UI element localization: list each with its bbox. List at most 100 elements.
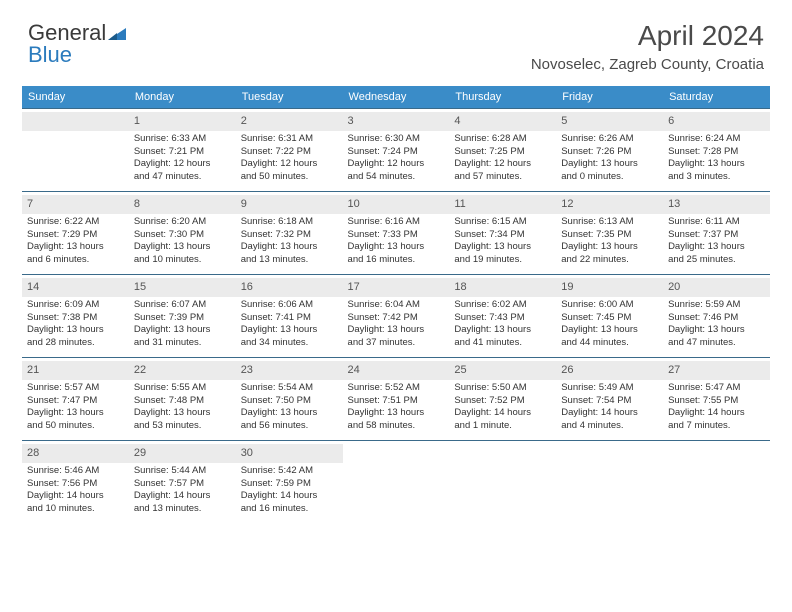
sunrise-text: Sunrise: 6:20 AM	[134, 216, 231, 229]
daylight-text-1: Daylight: 13 hours	[454, 324, 551, 337]
day-cell: 14Sunrise: 6:09 AMSunset: 7:38 PMDayligh…	[22, 275, 129, 357]
week-row: 14Sunrise: 6:09 AMSunset: 7:38 PMDayligh…	[22, 274, 770, 357]
sunset-text: Sunset: 7:48 PM	[134, 395, 231, 408]
sunset-text: Sunset: 7:21 PM	[134, 146, 231, 159]
day-cell: 26Sunrise: 5:49 AMSunset: 7:54 PMDayligh…	[556, 358, 663, 440]
day-header-row: SundayMondayTuesdayWednesdayThursdayFrid…	[22, 86, 770, 108]
logo-triangle-icon	[108, 22, 126, 44]
sunrise-text: Sunrise: 5:47 AM	[668, 382, 765, 395]
day-cell: 6Sunrise: 6:24 AMSunset: 7:28 PMDaylight…	[663, 109, 770, 191]
daylight-text-2: and 31 minutes.	[134, 337, 231, 350]
day-number: 17	[343, 278, 450, 297]
daylight-text-1: Daylight: 13 hours	[134, 324, 231, 337]
day-cell: 12Sunrise: 6:13 AMSunset: 7:35 PMDayligh…	[556, 192, 663, 274]
day-cell: 13Sunrise: 6:11 AMSunset: 7:37 PMDayligh…	[663, 192, 770, 274]
daylight-text-2: and 50 minutes.	[27, 420, 124, 433]
sunset-text: Sunset: 7:24 PM	[348, 146, 445, 159]
daylight-text-2: and 53 minutes.	[134, 420, 231, 433]
sunset-text: Sunset: 7:41 PM	[241, 312, 338, 325]
sunrise-text: Sunrise: 6:22 AM	[27, 216, 124, 229]
day-cell: 5Sunrise: 6:26 AMSunset: 7:26 PMDaylight…	[556, 109, 663, 191]
daylight-text-2: and 13 minutes.	[241, 254, 338, 267]
sunset-text: Sunset: 7:52 PM	[454, 395, 551, 408]
daylight-text-1: Daylight: 14 hours	[561, 407, 658, 420]
day-cell: 22Sunrise: 5:55 AMSunset: 7:48 PMDayligh…	[129, 358, 236, 440]
daylight-text-1: Daylight: 13 hours	[134, 407, 231, 420]
day-cell: 29Sunrise: 5:44 AMSunset: 7:57 PMDayligh…	[129, 441, 236, 523]
day-number: 30	[236, 444, 343, 463]
sunset-text: Sunset: 7:22 PM	[241, 146, 338, 159]
day-number: 21	[22, 361, 129, 380]
day-cell: 4Sunrise: 6:28 AMSunset: 7:25 PMDaylight…	[449, 109, 556, 191]
daylight-text-1: Daylight: 14 hours	[134, 490, 231, 503]
day-number: 19	[556, 278, 663, 297]
day-cell: 15Sunrise: 6:07 AMSunset: 7:39 PMDayligh…	[129, 275, 236, 357]
day-number: 26	[556, 361, 663, 380]
daylight-text-2: and 47 minutes.	[134, 171, 231, 184]
sunset-text: Sunset: 7:25 PM	[454, 146, 551, 159]
sunrise-text: Sunrise: 5:52 AM	[348, 382, 445, 395]
day-cell: 10Sunrise: 6:16 AMSunset: 7:33 PMDayligh…	[343, 192, 450, 274]
day-cell: 8 Sunrise: 6:20 AMSunset: 7:30 PMDaylight…	[129, 192, 236, 274]
day-number: 11	[449, 195, 556, 214]
daylight-text-2: and 0 minutes.	[561, 171, 658, 184]
sunset-text: Sunset: 7:56 PM	[27, 478, 124, 491]
day-number: 12	[556, 195, 663, 214]
daylight-text-2: and 41 minutes.	[454, 337, 551, 350]
daylight-text-2: and 50 minutes.	[241, 171, 338, 184]
week-row: 1Sunrise: 6:33 AMSunset: 7:21 PMDaylight…	[22, 108, 770, 191]
sunset-text: Sunset: 7:45 PM	[561, 312, 658, 325]
daylight-text-1: Daylight: 12 hours	[134, 158, 231, 171]
sunrise-text: Sunrise: 5:54 AM	[241, 382, 338, 395]
day-number: 14	[22, 278, 129, 297]
day-number: 18	[449, 278, 556, 297]
sunset-text: Sunset: 7:37 PM	[668, 229, 765, 242]
sunrise-text: Sunrise: 6:16 AM	[348, 216, 445, 229]
day-header-monday: Monday	[129, 86, 236, 108]
sunset-text: Sunset: 7:57 PM	[134, 478, 231, 491]
daylight-text-1: Daylight: 13 hours	[241, 241, 338, 254]
daylight-text-2: and 1 minute.	[454, 420, 551, 433]
sunrise-text: Sunrise: 6:30 AM	[348, 133, 445, 146]
sunrise-text: Sunrise: 6:31 AM	[241, 133, 338, 146]
day-number: 10	[343, 195, 450, 214]
location-subtitle: Novoselec, Zagreb County, Croatia	[531, 56, 764, 73]
day-number: 8	[129, 195, 236, 214]
empty-day-bar	[22, 112, 129, 131]
daylight-text-1: Daylight: 13 hours	[241, 407, 338, 420]
daylight-text-1: Daylight: 13 hours	[454, 241, 551, 254]
day-number: 28	[22, 444, 129, 463]
sunrise-text: Sunrise: 6:26 AM	[561, 133, 658, 146]
daylight-text-2: and 22 minutes.	[561, 254, 658, 267]
calendar-grid: SundayMondayTuesdayWednesdayThursdayFrid…	[22, 86, 770, 523]
sunset-text: Sunset: 7:50 PM	[241, 395, 338, 408]
day-header-friday: Friday	[556, 86, 663, 108]
sunset-text: Sunset: 7:59 PM	[241, 478, 338, 491]
day-cell	[663, 441, 770, 523]
day-cell	[343, 441, 450, 523]
week-row: 7Sunrise: 6:22 AMSunset: 7:29 PMDaylight…	[22, 191, 770, 274]
daylight-text-1: Daylight: 13 hours	[561, 324, 658, 337]
daylight-text-1: Daylight: 12 hours	[348, 158, 445, 171]
day-cell: 24Sunrise: 5:52 AMSunset: 7:51 PMDayligh…	[343, 358, 450, 440]
sunset-text: Sunset: 7:30 PM	[134, 229, 231, 242]
day-cell: 17Sunrise: 6:04 AMSunset: 7:42 PMDayligh…	[343, 275, 450, 357]
daylight-text-2: and 6 minutes.	[27, 254, 124, 267]
day-cell	[449, 441, 556, 523]
daylight-text-2: and 4 minutes.	[561, 420, 658, 433]
day-cell: 27Sunrise: 5:47 AMSunset: 7:55 PMDayligh…	[663, 358, 770, 440]
daylight-text-1: Daylight: 13 hours	[134, 241, 231, 254]
sunrise-text: Sunrise: 5:44 AM	[134, 465, 231, 478]
day-cell: 30Sunrise: 5:42 AMSunset: 7:59 PMDayligh…	[236, 441, 343, 523]
day-header-tuesday: Tuesday	[236, 86, 343, 108]
sunrise-text: Sunrise: 6:28 AM	[454, 133, 551, 146]
day-cell: 1Sunrise: 6:33 AMSunset: 7:21 PMDaylight…	[129, 109, 236, 191]
sunset-text: Sunset: 7:28 PM	[668, 146, 765, 159]
daylight-text-2: and 54 minutes.	[348, 171, 445, 184]
daylight-text-2: and 7 minutes.	[668, 420, 765, 433]
sunset-text: Sunset: 7:42 PM	[348, 312, 445, 325]
day-number: 3	[343, 112, 450, 131]
daylight-text-1: Daylight: 13 hours	[348, 324, 445, 337]
daylight-text-2: and 37 minutes.	[348, 337, 445, 350]
day-cell: 2Sunrise: 6:31 AMSunset: 7:22 PMDaylight…	[236, 109, 343, 191]
